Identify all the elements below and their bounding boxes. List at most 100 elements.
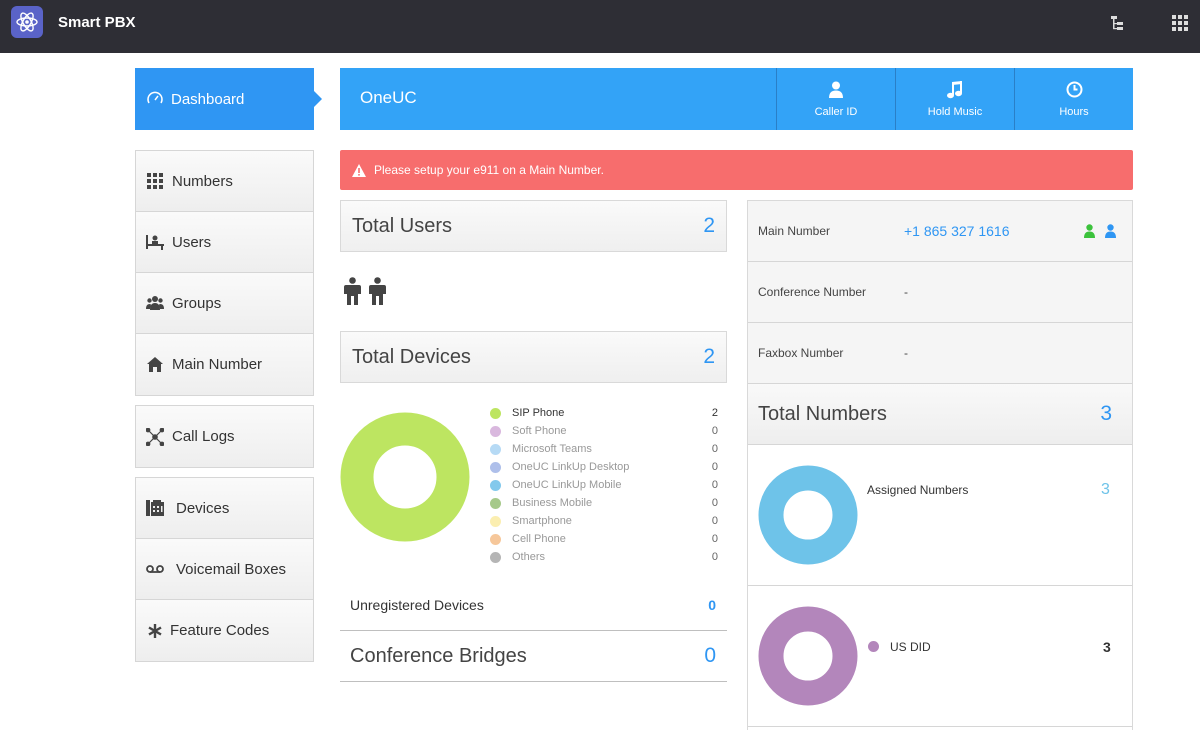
app-title: Smart PBX bbox=[58, 14, 136, 31]
assigned-donut-ring bbox=[758, 465, 858, 565]
main-number-value[interactable]: +1 865 327 1616 bbox=[904, 223, 1010, 239]
active-pointer bbox=[314, 91, 322, 107]
music-note-icon bbox=[947, 80, 963, 99]
atom-logo-icon[interactable] bbox=[11, 6, 43, 38]
sidebar-item-devices[interactable]: Devices bbox=[136, 478, 313, 539]
legend-item-others: Others 0 bbox=[490, 548, 718, 566]
voicemail-icon bbox=[146, 560, 164, 578]
us-did-donut bbox=[758, 606, 858, 706]
devices-legend: SIP Phone 2 Soft Phone 0 Microsoft Teams 0 … bbox=[490, 404, 718, 566]
sidebar-item-label: Groups bbox=[172, 294, 222, 312]
conference-number-row[interactable]: Conference Number - bbox=[748, 262, 1132, 323]
total-devices-label: Total Devices bbox=[352, 345, 471, 368]
top-bar: Smart PBX bbox=[0, 0, 1200, 53]
user-blue-icon[interactable] bbox=[1105, 224, 1116, 241]
sidebar-item-label: Main Number bbox=[172, 356, 263, 373]
account-title: OneUC bbox=[360, 88, 417, 107]
person-icon bbox=[369, 277, 386, 305]
assigned-numbers-count: 3 bbox=[1101, 481, 1110, 498]
fax-icon bbox=[146, 499, 164, 517]
clock-icon bbox=[1066, 81, 1083, 99]
us-did-label: US DID bbox=[890, 640, 931, 654]
network-icon bbox=[146, 427, 164, 446]
sidebar-item-label: Numbers bbox=[172, 172, 233, 190]
conference-number-label: Conference Number bbox=[758, 285, 867, 299]
sidebar-item-users[interactable]: Users bbox=[136, 212, 313, 273]
unregistered-devices-row[interactable]: Unregistered Devices 0 bbox=[340, 580, 727, 631]
numbers-panel: Main Number +1 865 327 1616 Conference N… bbox=[747, 200, 1133, 730]
conference-bridges-row[interactable]: Conference Bridges 0 bbox=[340, 631, 727, 682]
hours-label: Hours bbox=[1059, 105, 1089, 118]
legend-item-soft-phone: Soft Phone 0 bbox=[490, 422, 718, 440]
sidebar-item-groups[interactable]: Groups bbox=[136, 273, 313, 334]
sidebar-item-label: Call Logs bbox=[172, 428, 235, 445]
sidebar-item-label: Feature Codes bbox=[170, 622, 270, 639]
conference-number-value: - bbox=[904, 285, 908, 299]
legend-item-cell-phone: Cell Phone 0 bbox=[490, 530, 718, 548]
total-numbers-label: Total Numbers bbox=[758, 402, 887, 425]
hierarchy-icon[interactable] bbox=[1107, 12, 1129, 34]
user-desk-icon bbox=[146, 233, 164, 251]
legend-item-linkup-mobile: OneUC LinkUp Mobile 0 bbox=[490, 476, 718, 494]
sidebar-group-main: Numbers Users Groups Main Number bbox=[135, 150, 314, 396]
total-numbers-count: 3 bbox=[1100, 402, 1112, 425]
legend-item-business-mobile: Business Mobile 0 bbox=[490, 494, 718, 512]
total-devices-panel[interactable]: Total Devices 2 bbox=[340, 331, 727, 383]
home-icon bbox=[146, 356, 164, 374]
total-users-panel[interactable]: Total Users 2 bbox=[340, 200, 727, 252]
us-did-count: 3 bbox=[1103, 639, 1111, 655]
faxbox-number-label: Faxbox Number bbox=[758, 346, 844, 360]
conference-bridges-count: 0 bbox=[704, 644, 716, 667]
alert-text: Please setup your e911 on a Main Number. bbox=[374, 163, 604, 177]
sidebar-item-feature-codes[interactable]: Feature Codes bbox=[136, 600, 313, 661]
unregistered-devices-label: Unregistered Devices bbox=[350, 597, 484, 613]
users-figures bbox=[344, 277, 386, 305]
caller-id-button[interactable]: Caller ID bbox=[776, 68, 895, 130]
users-group-icon bbox=[146, 294, 164, 312]
assigned-numbers-label: Assigned Numbers bbox=[867, 483, 969, 497]
unregistered-devices-count: 0 bbox=[708, 597, 716, 613]
sidebar-item-dashboard[interactable]: Dashboard bbox=[135, 68, 322, 130]
sidebar-item-main-number[interactable]: Main Number bbox=[136, 334, 313, 395]
main-number-label: Main Number bbox=[758, 224, 831, 238]
e911-alert[interactable]: Please setup your e911 on a Main Number. bbox=[340, 150, 1133, 190]
total-users-count: 2 bbox=[703, 214, 715, 237]
faxbox-number-value: - bbox=[904, 346, 908, 360]
speedometer-icon bbox=[146, 90, 164, 108]
total-numbers-row[interactable]: Total Numbers 3 bbox=[748, 384, 1132, 445]
us-did-legend-dot bbox=[868, 641, 879, 652]
devices-donut-chart bbox=[340, 412, 470, 542]
sidebar-group-devices: Devices Voicemail Boxes Feature Codes bbox=[135, 477, 314, 662]
sidebar-item-numbers[interactable]: Numbers bbox=[136, 151, 313, 212]
devices-donut-ring bbox=[340, 412, 470, 542]
assigned-numbers-section: Assigned Numbers 3 bbox=[748, 445, 1132, 586]
assigned-numbers-donut bbox=[758, 465, 858, 565]
main-number-row[interactable]: Main Number +1 865 327 1616 bbox=[748, 201, 1132, 262]
asterisk-icon bbox=[146, 622, 164, 640]
sidebar-item-label: Voicemail Boxes bbox=[176, 560, 287, 578]
sidebar-item-call-logs[interactable]: Call Logs bbox=[136, 406, 313, 467]
sidebar-item-label: Users bbox=[172, 233, 212, 251]
sidebar-group-logs: Call Logs bbox=[135, 405, 314, 468]
legend-item-microsoft-teams: Microsoft Teams 0 bbox=[490, 440, 718, 458]
user-icon bbox=[829, 81, 843, 99]
hold-music-label: Hold Music bbox=[927, 105, 983, 118]
caller-id-label: Caller ID bbox=[814, 105, 858, 118]
conference-bridges-label: Conference Bridges bbox=[350, 644, 527, 667]
user-green-icon[interactable] bbox=[1084, 224, 1095, 241]
legend-item-linkup-desktop: OneUC LinkUp Desktop 0 bbox=[490, 458, 718, 476]
sidebar-item-voicemail-boxes[interactable]: Voicemail Boxes bbox=[136, 539, 313, 600]
sidebar-item-label: Devices bbox=[176, 499, 230, 517]
legend-item-smartphone: Smartphone 0 bbox=[490, 512, 718, 530]
apps-grid-icon[interactable] bbox=[1169, 12, 1191, 34]
sidebar-item-label: Dashboard bbox=[171, 90, 245, 108]
hold-music-button[interactable]: Hold Music bbox=[895, 68, 1014, 130]
account-header: OneUC Caller ID Hold Music Hours bbox=[340, 68, 1133, 130]
us-did-donut-ring bbox=[758, 606, 858, 706]
warning-icon bbox=[352, 163, 366, 177]
total-devices-count: 2 bbox=[703, 345, 715, 368]
faxbox-number-row[interactable]: Faxbox Number - bbox=[748, 323, 1132, 384]
person-icon bbox=[344, 277, 361, 305]
hours-button[interactable]: Hours bbox=[1014, 68, 1133, 130]
grid-icon bbox=[146, 172, 164, 190]
